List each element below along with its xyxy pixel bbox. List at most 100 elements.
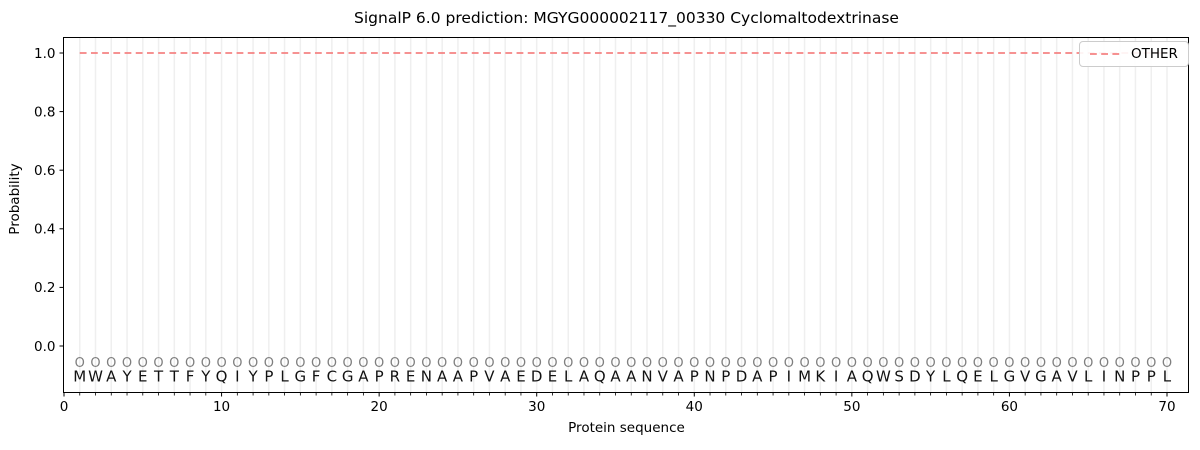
- position-marker: O: [721, 356, 731, 371]
- seq-letter: Q: [594, 368, 606, 386]
- position-marker: O: [626, 356, 636, 371]
- position-marker: O: [658, 356, 668, 371]
- position-marker: O: [264, 356, 274, 371]
- seq-letter: P: [375, 368, 384, 386]
- seq-letter: A: [673, 368, 684, 386]
- position-marker: O: [358, 356, 368, 371]
- seq-letter: G: [342, 368, 354, 386]
- seq-letter: I: [787, 368, 791, 386]
- position-marker: O: [563, 356, 573, 371]
- y-tick-label: 0.0: [34, 339, 55, 355]
- x-tick-label: 20: [371, 399, 388, 415]
- position-marker: O: [516, 356, 526, 371]
- seq-letter: G: [1035, 368, 1047, 386]
- seq-letter: N: [1114, 368, 1125, 386]
- position-marker: O: [295, 356, 305, 371]
- seq-letter: I: [834, 368, 838, 386]
- position-marker: O: [673, 356, 683, 371]
- seq-letter: T: [169, 368, 180, 386]
- y-tick-label: 0.4: [34, 222, 55, 238]
- seq-letter: N: [421, 368, 432, 386]
- position-marker: O: [579, 356, 589, 371]
- position-marker: O: [1052, 356, 1062, 371]
- position-marker: O: [595, 356, 605, 371]
- position-marker: O: [406, 356, 416, 371]
- seq-letter: F: [312, 368, 321, 386]
- position-marker: O: [1004, 356, 1014, 371]
- position-marker: O: [138, 356, 148, 371]
- seq-letter: D: [736, 368, 748, 386]
- position-marker: O: [799, 356, 809, 371]
- seq-letter: M: [798, 368, 811, 386]
- x-tick-label: 0: [60, 399, 69, 415]
- seq-letter: P: [1147, 368, 1156, 386]
- position-marker: O: [831, 356, 841, 371]
- x-tick-label: 40: [686, 399, 703, 415]
- seq-letter: D: [531, 368, 543, 386]
- seq-letter: Q: [956, 368, 968, 386]
- legend: OTHER: [1079, 41, 1189, 67]
- position-marker: O: [1020, 356, 1030, 371]
- position-marker: O: [642, 356, 652, 371]
- position-marker: O: [941, 356, 951, 371]
- position-marker: O: [1115, 356, 1125, 371]
- x-tick-label: 10: [213, 399, 230, 415]
- position-marker: O: [847, 356, 857, 371]
- seq-letter: N: [641, 368, 652, 386]
- position-marker: O: [862, 356, 872, 371]
- seq-letter: A: [453, 368, 464, 386]
- seq-letter: L: [280, 368, 289, 386]
- position-marker: O: [926, 356, 936, 371]
- position-marker: O: [910, 356, 920, 371]
- position-marker: O: [768, 356, 778, 371]
- seq-letter: P: [469, 368, 478, 386]
- position-marker: O: [390, 356, 400, 371]
- position-marker: O: [232, 356, 242, 371]
- seq-letter: F: [186, 368, 195, 386]
- legend-label: OTHER: [1131, 46, 1178, 62]
- x-tick-label: 60: [1001, 399, 1018, 415]
- seq-letter: M: [73, 368, 86, 386]
- position-marker: O: [736, 356, 746, 371]
- seq-letter: Y: [925, 368, 936, 386]
- position-marker: O: [894, 356, 904, 371]
- position-marker: O: [1067, 356, 1077, 371]
- position-marker: O: [705, 356, 715, 371]
- seq-letter: Y: [200, 368, 211, 386]
- seq-letter: E: [973, 368, 982, 386]
- position-marker: O: [248, 356, 258, 371]
- position-marker: O: [878, 356, 888, 371]
- seq-letter: T: [153, 368, 164, 386]
- seq-letter: E: [516, 368, 525, 386]
- position-marker: O: [1130, 356, 1140, 371]
- seq-letter: P: [721, 368, 730, 386]
- position-marker: O: [1162, 356, 1172, 371]
- seq-letter: A: [500, 368, 511, 386]
- position-marker: O: [989, 356, 999, 371]
- position-marker: O: [75, 356, 85, 371]
- position-marker: O: [484, 356, 494, 371]
- position-marker: O: [500, 356, 510, 371]
- seq-letter: A: [847, 368, 858, 386]
- position-marker: O: [279, 356, 289, 371]
- seq-letter: L: [564, 368, 573, 386]
- seq-letter: E: [406, 368, 415, 386]
- position-marker: O: [1036, 356, 1046, 371]
- seq-letter: E: [548, 368, 557, 386]
- position-marker: O: [469, 356, 479, 371]
- plot-frame: [63, 37, 1189, 393]
- x-tick-label: 30: [528, 399, 545, 415]
- position-marker: O: [1083, 356, 1093, 371]
- position-marker: O: [815, 356, 825, 371]
- seq-letter: A: [610, 368, 621, 386]
- position-marker: O: [689, 356, 699, 371]
- seq-letter: N: [704, 368, 715, 386]
- seq-letter: A: [752, 368, 763, 386]
- position-marker: O: [973, 356, 983, 371]
- position-marker: O: [532, 356, 542, 371]
- x-tick-label: 50: [843, 399, 860, 415]
- seq-letter: A: [358, 368, 369, 386]
- seq-letter: A: [579, 368, 590, 386]
- position-marker: O: [374, 356, 384, 371]
- seq-letter: L: [1084, 368, 1093, 386]
